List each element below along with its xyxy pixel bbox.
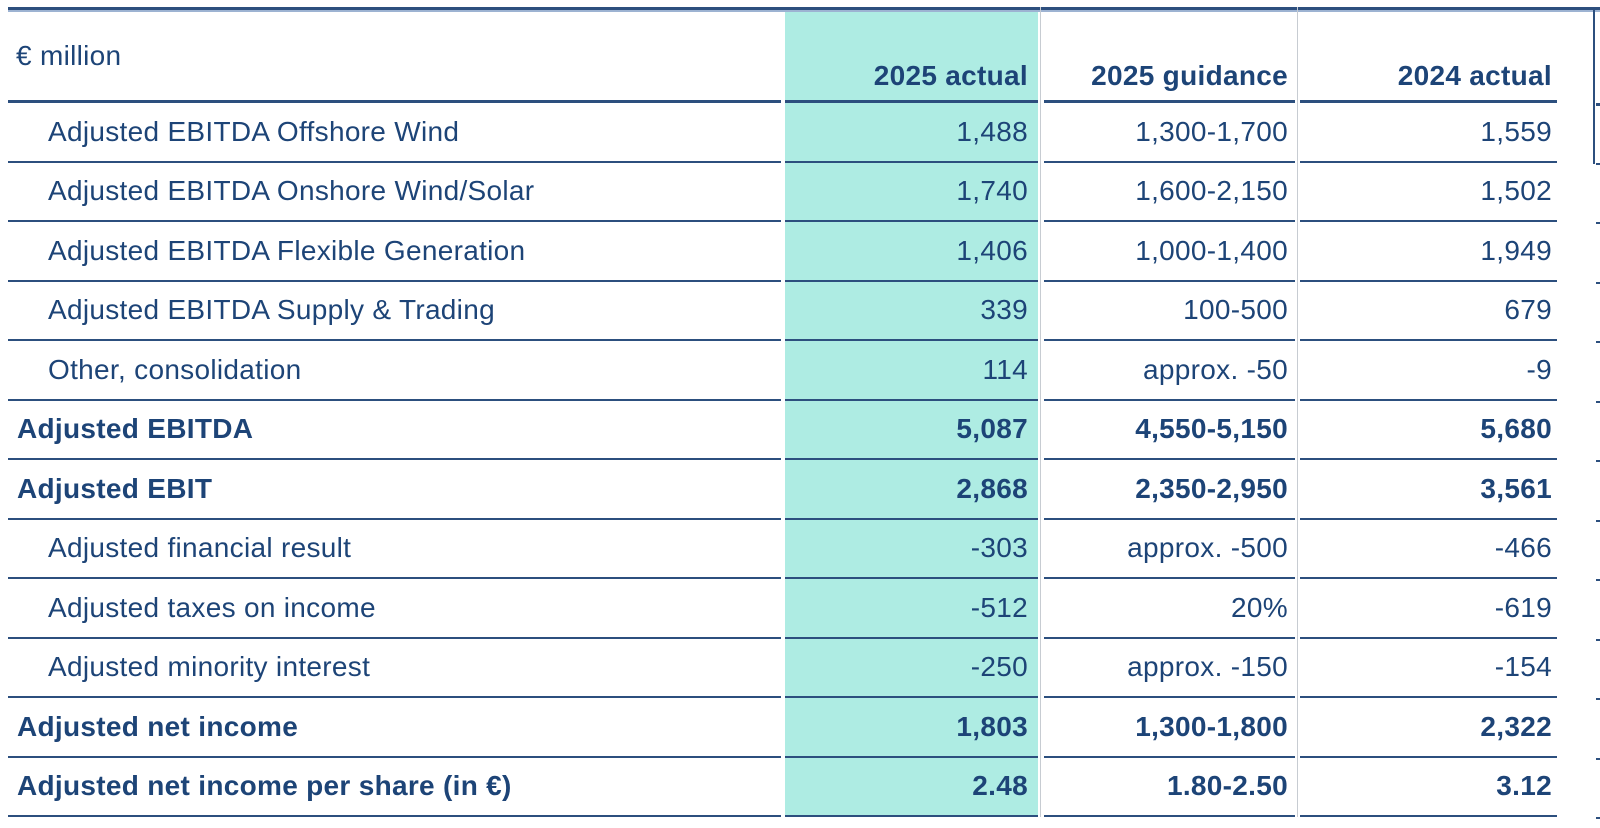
cell-2025-guidance: 20% [1044,579,1295,639]
column-separator [1040,7,1041,817]
cell-2025-actual: 1,406 [785,222,1038,282]
row-label: Adjusted EBITDA [8,401,781,460]
row-label: Adjusted EBITDA Supply & Trading [8,282,781,341]
cell-2024-actual: -154 [1300,639,1557,698]
cropped-next-column-rule [1596,519,1600,522]
cell-2025-actual: 339 [785,281,1038,341]
row-label: Adjusted financial result [8,520,781,579]
cell-2025-guidance: 1,300-1,800 [1044,698,1295,758]
cell-2025-actual: 2,868 [785,460,1038,520]
col-header-2024-actual: 2024 actual [1300,12,1557,103]
cell-2025-guidance: 2,350-2,950 [1044,460,1295,520]
cropped-next-column-rule [1596,638,1600,641]
cell-2025-actual: 114 [785,341,1038,401]
cell-2025-guidance: 1,300-1,700 [1044,103,1295,163]
cropped-next-column-rule [1596,698,1600,700]
unit-header: € million [8,12,781,103]
cell-2025-actual: 1,740 [785,162,1038,222]
row-label: Other, consolidation [8,341,781,401]
column-separator [1297,7,1298,817]
cell-2025-guidance: 1,000-1,400 [1044,222,1295,282]
cropped-next-column-rule [1596,460,1600,462]
table-top-border [8,7,1600,12]
cropped-next-column-rule [1596,162,1600,165]
cell-2024-actual: 1,559 [1300,103,1557,163]
row-label: Adjusted EBITDA Onshore Wind/Solar [8,163,781,222]
row-label: Adjusted net income [8,698,781,758]
cropped-next-column-rule [1596,579,1600,581]
cell-2024-actual: -466 [1300,520,1557,579]
cell-2025-actual: 5,087 [785,400,1038,460]
col-header-2025-guidance: 2025 guidance [1044,12,1295,103]
cell-2024-actual: 1,949 [1300,222,1557,282]
cell-2025-guidance: approx. -500 [1044,520,1295,579]
cropped-next-column-rule [1596,400,1600,403]
cell-2024-actual: 679 [1300,282,1557,341]
cell-2025-guidance: 100-500 [1044,282,1295,341]
row-label: Adjusted EBITDA Flexible Generation [8,222,781,282]
cell-2024-actual: 2,322 [1300,698,1557,758]
cell-2025-actual: -303 [785,519,1038,579]
row-label: Adjusted EBIT [8,460,781,520]
row-label: Adjusted EBITDA Offshore Wind [8,103,781,163]
cropped-next-column-rule [1596,281,1600,284]
cropped-next-column-border [1593,9,1595,164]
cell-2024-actual: 3.12 [1300,758,1557,817]
cropped-next-column-rule [1596,817,1600,819]
table-grid: € million 2025 actual 2025 guidance 2024… [8,12,1557,817]
cell-2024-actual: -9 [1300,341,1557,401]
cell-2025-guidance: approx. -150 [1044,639,1295,698]
row-label: Adjusted taxes on income [8,579,781,639]
cell-2024-actual: 3,561 [1300,460,1557,520]
cell-2025-guidance: 1,600-2,150 [1044,163,1295,222]
cell-2025-actual: -250 [785,638,1038,698]
cell-2025-guidance: 1.80-2.50 [1044,758,1295,817]
cell-2025-guidance: 4,550-5,150 [1044,401,1295,460]
row-label: Adjusted net income per share (in €) [8,758,781,817]
cell-2025-actual: 2.48 [785,757,1038,817]
cell-2024-actual: -619 [1300,579,1557,639]
cell-2025-guidance: approx. -50 [1044,341,1295,401]
cell-2024-actual: 1,502 [1300,163,1557,222]
cell-2025-actual: -512 [785,579,1038,639]
col-header-2025-actual: 2025 actual [785,12,1038,103]
cropped-next-column-rule [1596,341,1600,343]
cropped-next-column-rule [1596,222,1600,224]
cell-2025-actual: 1,803 [785,698,1038,758]
cropped-next-column-rule [1596,103,1600,106]
cropped-next-column-rule [1596,757,1600,760]
row-label: Adjusted minority interest [8,639,781,698]
cell-2025-actual: 1,488 [785,103,1038,163]
cell-2024-actual: 5,680 [1300,401,1557,460]
